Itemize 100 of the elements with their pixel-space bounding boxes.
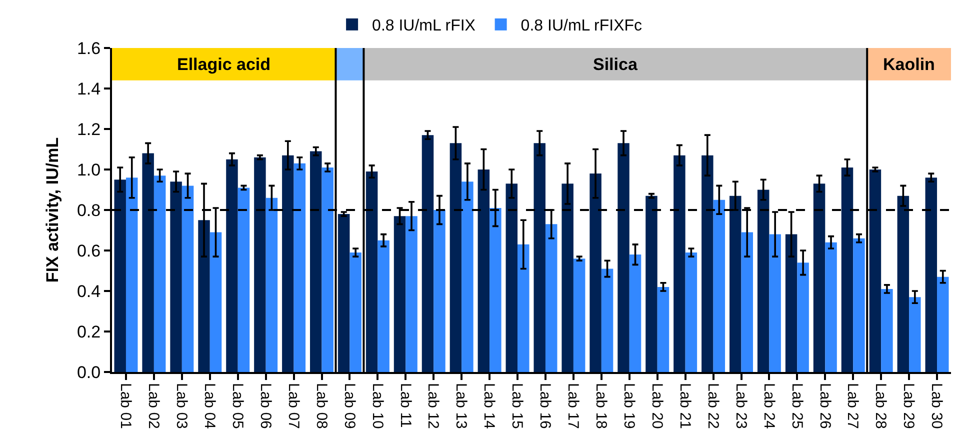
- bar: [294, 163, 306, 372]
- bar: [937, 276, 949, 372]
- bar: [685, 252, 698, 372]
- x-tick-label: Lab 20: [648, 383, 666, 429]
- bar: [534, 143, 546, 372]
- x-tick-label: Lab 16: [536, 383, 554, 429]
- bar: [825, 242, 837, 372]
- band-label: Ellagic acid: [177, 55, 271, 74]
- bar: [170, 182, 182, 372]
- y-tick-label: 0.2: [76, 322, 101, 342]
- bar: [646, 196, 658, 372]
- x-tick-label: Lab 10: [368, 383, 386, 429]
- bar: [601, 268, 614, 372]
- bar: [674, 155, 686, 372]
- y-tick-label: 0.6: [76, 241, 101, 260]
- y-tick-label: 1.4: [76, 79, 101, 98]
- bar: [797, 262, 809, 372]
- bar: [350, 252, 362, 372]
- bar: [198, 220, 210, 372]
- bar: [813, 184, 826, 372]
- y-tick-label: 1.0: [76, 160, 101, 180]
- bar: [478, 170, 490, 372]
- bar: [881, 288, 893, 372]
- x-tick-label: Lab 03: [173, 383, 190, 429]
- x-tick-label: Lab 21: [676, 383, 694, 429]
- x-tick-label: Lab 05: [228, 383, 246, 429]
- band-label: Silica: [593, 55, 638, 74]
- bar: [506, 184, 518, 372]
- x-tick-label: Lab 15: [508, 383, 526, 429]
- x-tick-label: Lab 08: [312, 383, 330, 429]
- bar: [266, 198, 278, 372]
- band-label: Kaolin: [883, 55, 935, 74]
- bar: [322, 167, 334, 372]
- bar: [730, 196, 742, 372]
- x-tick-label: Lab 06: [256, 383, 274, 429]
- y-tick-label: 1.6: [76, 38, 101, 58]
- x-tick-label: Lab 30: [928, 383, 946, 429]
- x-tick-label: Lab 28: [872, 383, 890, 429]
- x-tick-label: Lab 04: [201, 383, 218, 429]
- bar: [573, 258, 586, 372]
- bar: [841, 167, 854, 372]
- x-tick-label: Lab 11: [396, 383, 414, 428]
- y-tick-label: 0.8: [76, 200, 101, 220]
- bar: [422, 135, 434, 372]
- bar: [434, 210, 446, 372]
- x-tick-label: Lab 27: [844, 383, 862, 429]
- bar: [226, 159, 238, 372]
- x-tick-label: Lab 26: [816, 383, 834, 429]
- bar: [406, 216, 418, 372]
- bar: [310, 151, 322, 372]
- bar: [741, 232, 753, 372]
- bar: [713, 200, 726, 372]
- bar: [114, 180, 126, 372]
- x-tick-label: Lab 12: [424, 383, 442, 429]
- bar: [869, 170, 882, 372]
- x-tick-label: Lab 17: [564, 383, 582, 429]
- bar: [182, 186, 194, 372]
- x-tick-label: Lab 22: [704, 383, 722, 429]
- x-tick-label: Lab 25: [788, 383, 806, 429]
- bar: [394, 216, 406, 372]
- bar: [450, 143, 462, 372]
- bar: [897, 196, 910, 372]
- bar: [338, 214, 350, 372]
- bar: [142, 153, 154, 372]
- x-tick-label: Lab 18: [592, 383, 610, 429]
- y-tick-label: 0.4: [76, 282, 101, 301]
- x-tick-label: Lab 01: [117, 383, 134, 429]
- x-tick-label: Lab 14: [480, 383, 498, 429]
- y-tick-label: 0.0: [76, 362, 101, 382]
- y-axis-title: FIX activity, IU/mL: [43, 137, 62, 283]
- bar: [154, 176, 166, 372]
- legend-label: 0.8 IU/mL rFIX: [372, 18, 476, 35]
- bar: [657, 286, 670, 372]
- bar: [925, 178, 938, 372]
- bar: [126, 178, 138, 372]
- bar: [378, 240, 390, 372]
- bar: [545, 224, 558, 372]
- x-tick-label: Lab 29: [900, 383, 918, 429]
- bar: [462, 182, 474, 372]
- bar: [238, 188, 250, 372]
- y-tick-label: 1.2: [76, 120, 101, 139]
- bar: [210, 232, 222, 372]
- bar: [853, 238, 865, 372]
- x-tick-label: Lab 13: [452, 383, 470, 429]
- bar: [282, 155, 294, 372]
- bar: [909, 297, 921, 372]
- bar: [590, 174, 602, 372]
- bar: [618, 143, 630, 372]
- bar: [757, 190, 770, 372]
- x-tick-label: Lab 23: [732, 383, 750, 429]
- bar: [629, 254, 642, 372]
- bar: [769, 234, 781, 372]
- bar: [490, 208, 502, 372]
- x-tick-label: Lab 24: [760, 383, 778, 429]
- legend-label: 0.8 IU/mL rFIXFc: [520, 18, 642, 35]
- x-tick-label: Lab 07: [284, 383, 302, 429]
- bar: [518, 244, 530, 372]
- bar: [366, 172, 378, 372]
- bar: [562, 184, 574, 372]
- x-tick-label: Lab 02: [145, 383, 162, 429]
